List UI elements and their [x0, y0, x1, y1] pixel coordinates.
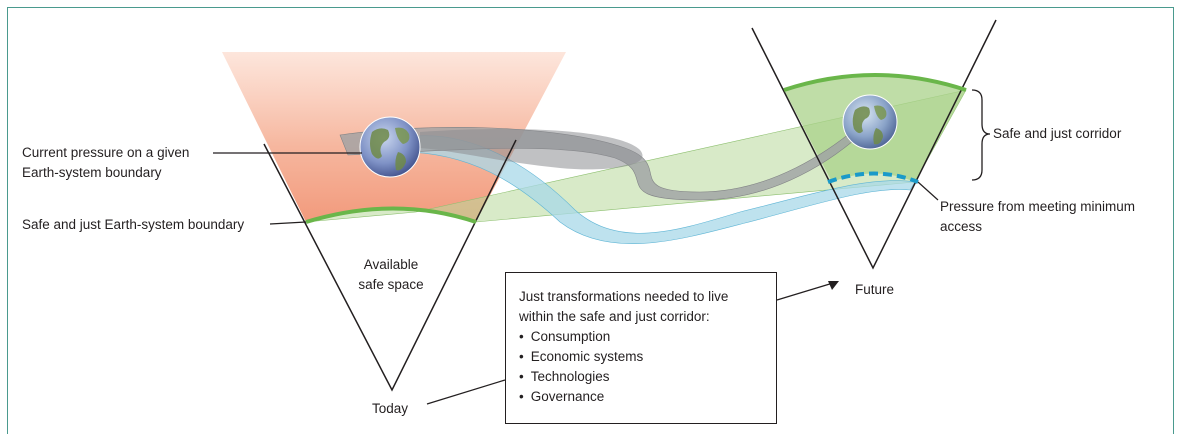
label-future: Future	[855, 282, 895, 297]
arrow-to-future	[776, 282, 834, 301]
label-current-pressure-line1: Current pressure on a given	[22, 145, 190, 160]
label-current-pressure-line2: Earth-system boundary	[22, 165, 162, 180]
transformations-box: Just transformations needed to live with…	[505, 272, 777, 424]
label-today: Today	[372, 401, 409, 416]
label-available-line1: Available	[363, 257, 419, 272]
corridor-brace	[971, 89, 991, 181]
min-access-boundary	[827, 171, 919, 184]
transformation-item: Economic systems	[519, 347, 764, 367]
label-min-access-line1: Pressure from meeting minimum	[940, 199, 1136, 214]
label-min-access-line2: access	[940, 219, 983, 234]
label-safe-just-boundary: Safe and just Earth-system boundary	[22, 217, 245, 232]
transformations-list: Consumption Economic systems Technologie…	[519, 327, 764, 407]
transformations-heading-line2: within the safe and just corridor:	[519, 309, 710, 324]
leader-today	[426, 379, 506, 405]
transformation-item: Consumption	[519, 327, 764, 347]
label-min-access: Pressure from meeting minimum access	[940, 197, 1135, 237]
label-current-pressure: Current pressure on a given Earth-system…	[22, 143, 189, 183]
future-cone	[751, 19, 997, 270]
arrow-to-future-head	[828, 281, 839, 290]
transformation-item: Technologies	[519, 367, 764, 387]
leader-safe-boundary	[269, 221, 307, 225]
label-available-safe-space: Available safe space	[348, 255, 434, 295]
globe-future-icon	[842, 94, 898, 150]
transformations-heading-line1: Just transformations needed to live	[519, 289, 729, 304]
future-upper-boundary	[783, 73, 967, 92]
label-safe-just-corridor: Safe and just corridor	[993, 126, 1122, 141]
label-available-line2: safe space	[358, 277, 424, 292]
leader-min-access	[917, 181, 939, 201]
transformation-item: Governance	[519, 387, 764, 407]
today-boundary	[305, 206, 477, 224]
globe-today-icon	[359, 116, 421, 178]
frame-border	[7, 7, 1174, 434]
grey-ribbon-loop	[420, 129, 643, 170]
